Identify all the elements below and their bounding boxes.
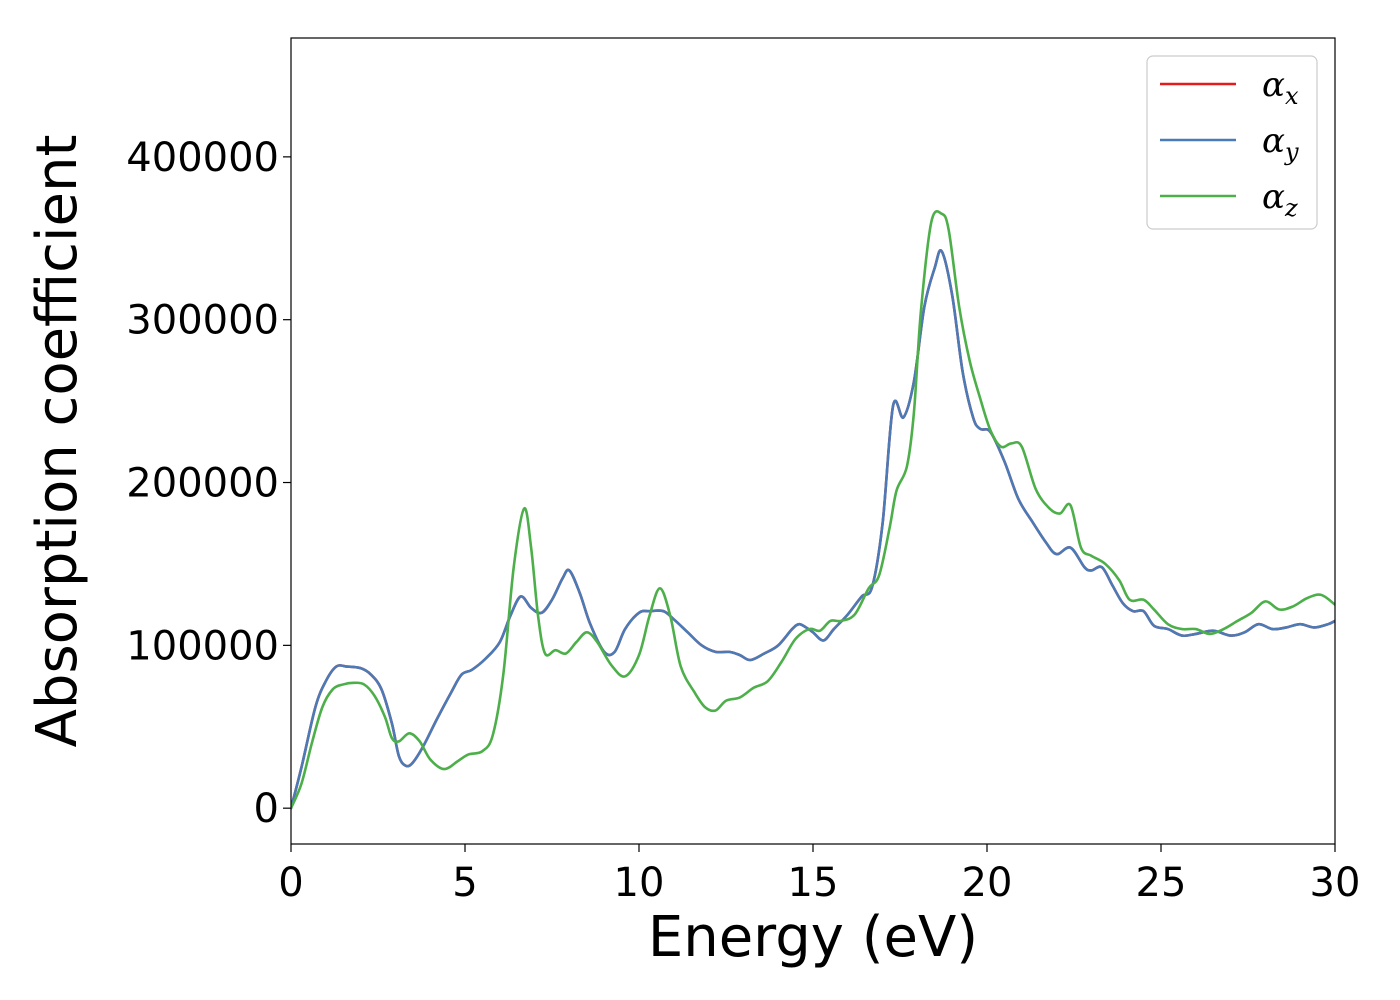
- series-line-y: [291, 249, 1335, 810]
- x-tick-label: 30: [1310, 860, 1361, 906]
- y-tick-label: 100000: [126, 623, 279, 669]
- x-tick-label: 25: [1136, 860, 1187, 906]
- series-line-z: [291, 210, 1335, 810]
- series-line-x: [291, 249, 1335, 810]
- y-tick-label: 300000: [126, 298, 279, 344]
- plot-lines: [291, 210, 1335, 810]
- x-tick-label: 20: [962, 860, 1013, 906]
- x-axis-title: Energy (eV): [648, 905, 978, 970]
- x-tick-label: 10: [614, 860, 665, 906]
- x-axis-ticks: 0 5 10 15 20 25 30: [278, 844, 1360, 906]
- x-tick-label: 5: [452, 860, 477, 906]
- legend-box: [1146, 55, 1318, 230]
- x-tick-label: 0: [278, 860, 303, 906]
- y-axis-title: Absorption coefficient: [25, 135, 90, 748]
- y-tick-label: 200000: [126, 461, 279, 507]
- y-tick-label: 0: [254, 786, 279, 832]
- x-tick-label: 15: [788, 860, 839, 906]
- y-axis-ticks: 0 100000 200000 300000 400000: [126, 135, 291, 832]
- y-tick-label: 400000: [126, 135, 279, 181]
